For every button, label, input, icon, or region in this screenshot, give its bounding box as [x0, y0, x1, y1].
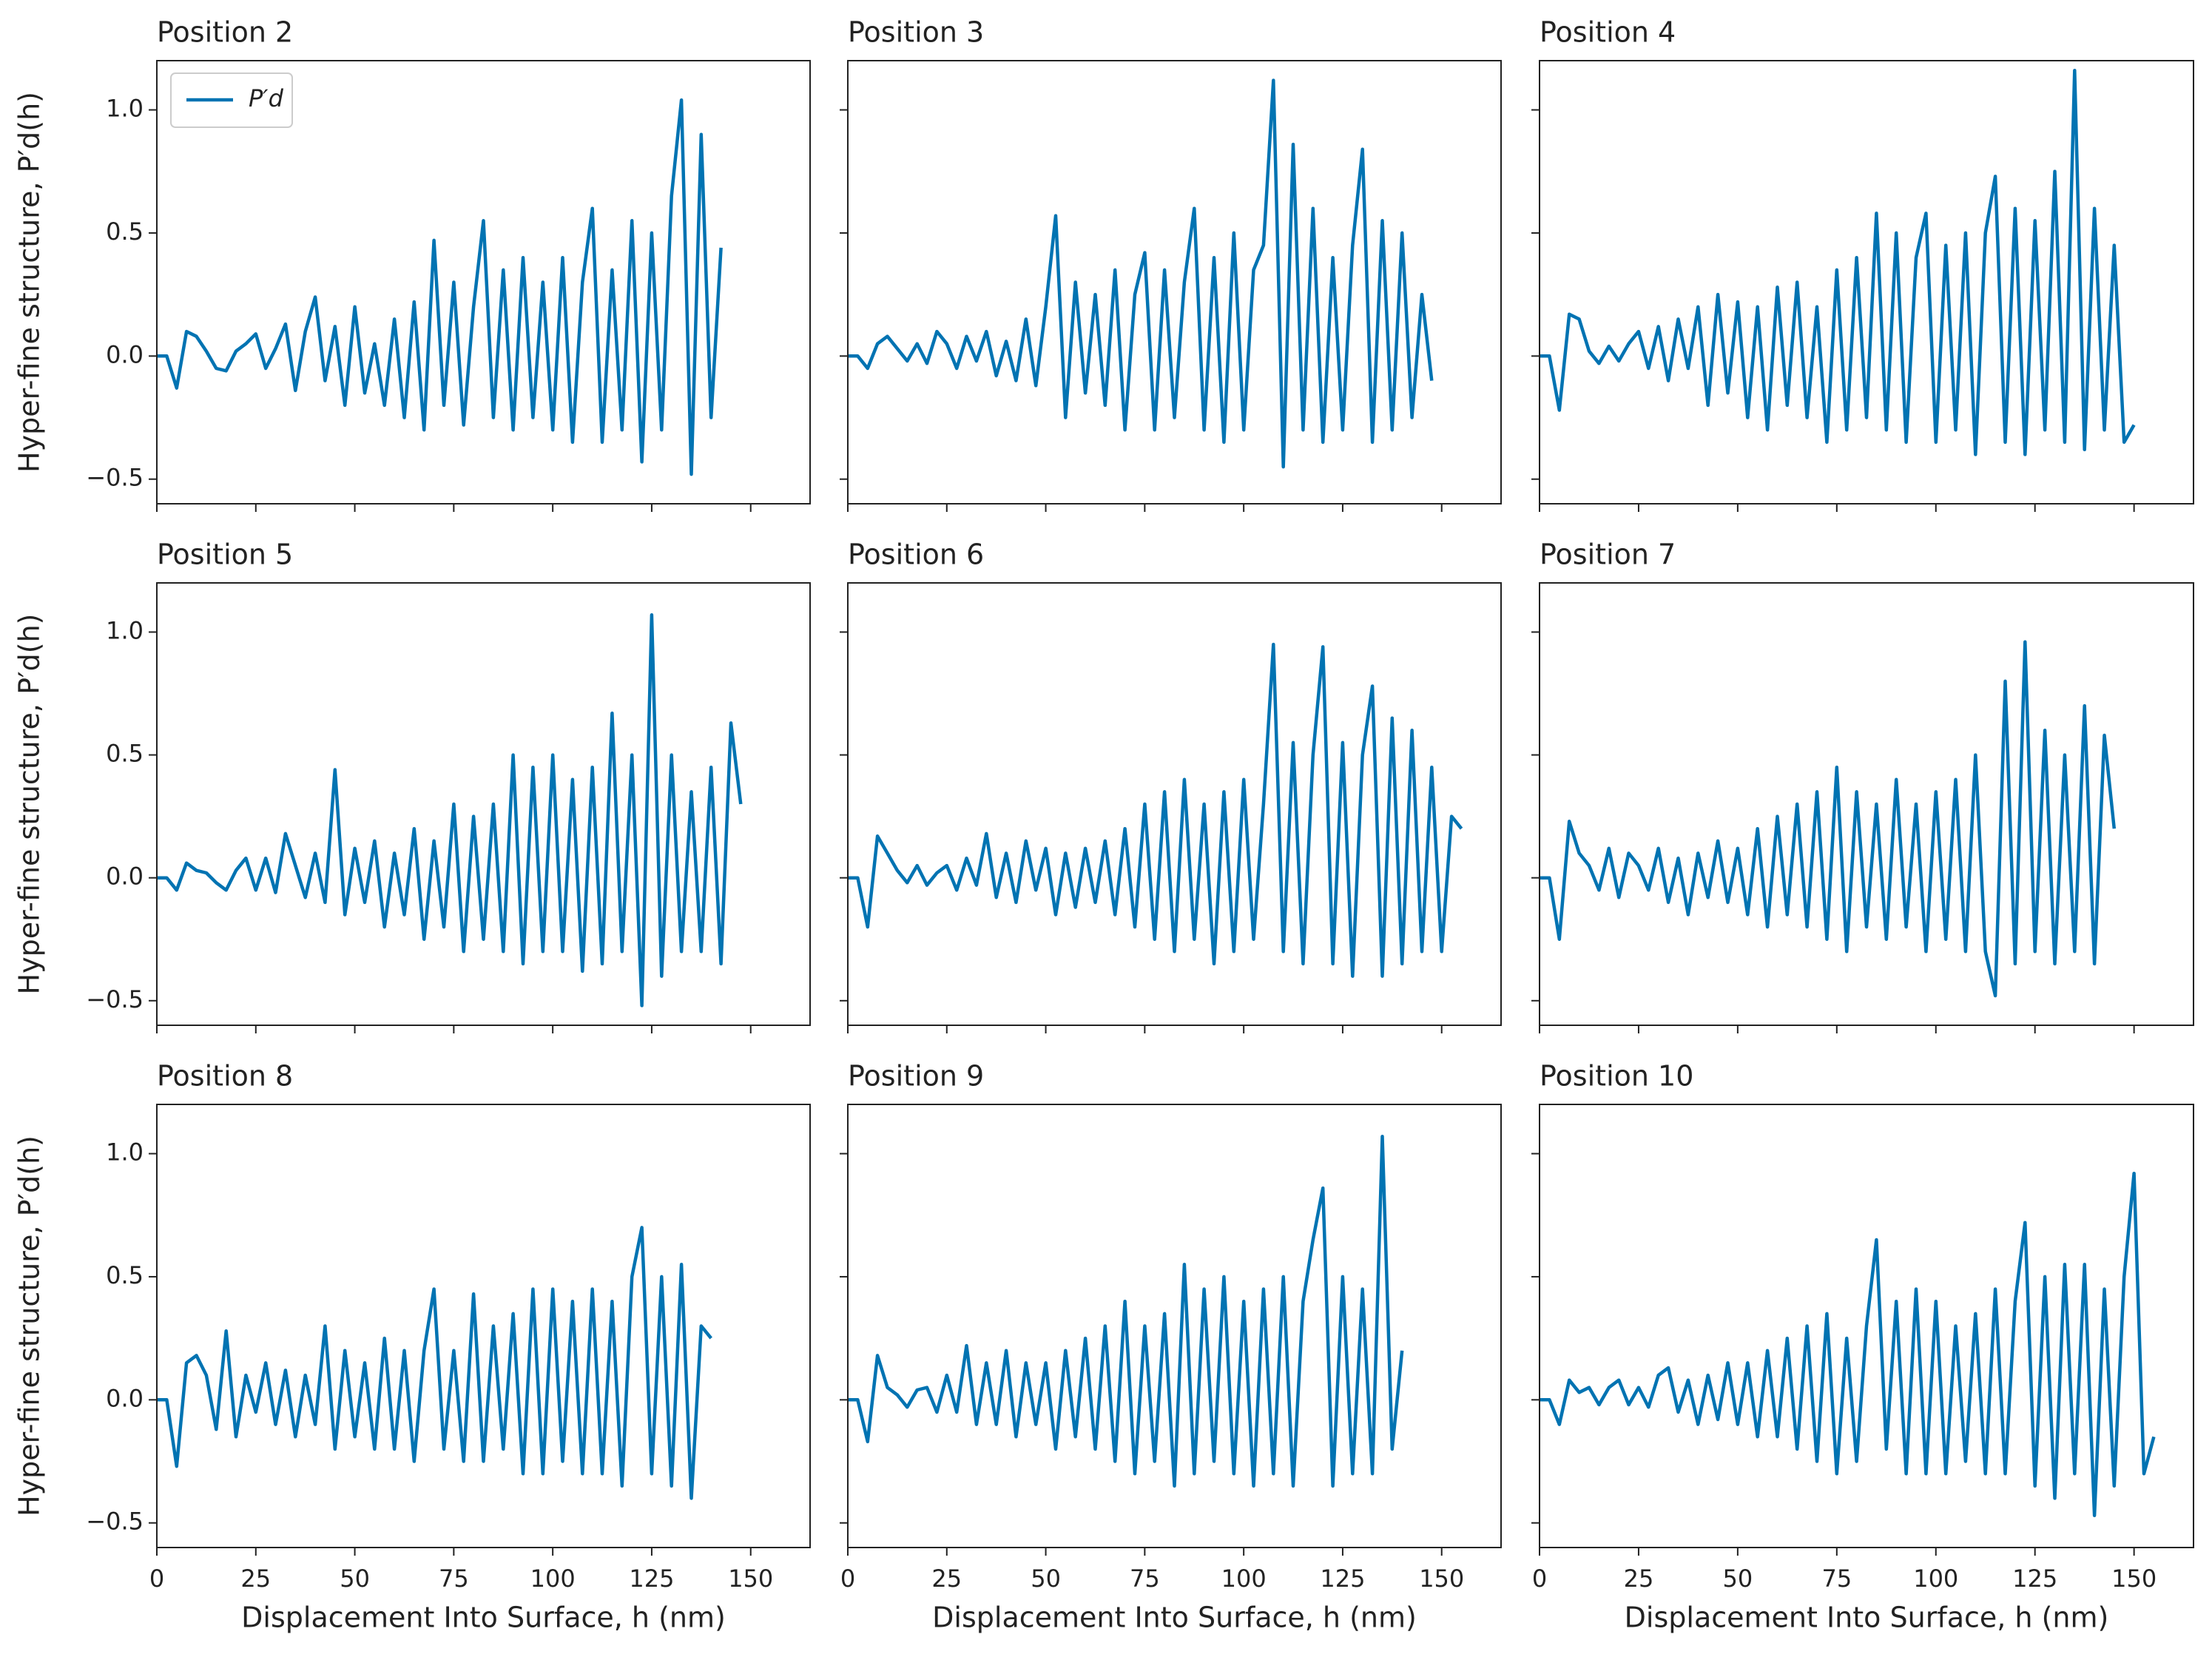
subplot: Position 4 [1531, 16, 2194, 512]
subplot: Position 8 0 25 50 75 100 125 150 −0.5 0.0 0.5 1.0 D… [13, 1060, 811, 1634]
data-line [157, 612, 743, 1008]
y-axis-label: Hyper-fine structure, P′d(h) [13, 92, 46, 473]
y-axis-label: Hyper-fine structure, P′d(h) [13, 614, 46, 995]
x-axis-label: Displacement Into Surface, h (nm) [932, 1602, 1417, 1634]
axes-frame [1539, 60, 2194, 504]
x-tick-label: 25 [240, 1565, 271, 1593]
y-tick-label: 0.0 [106, 863, 144, 891]
x-tick-label: 125 [629, 1565, 674, 1593]
subplot: Position 2 −0.5 0.0 0.5 1.0 Hyper-fine struct… [13, 16, 811, 512]
x-tick-label: 150 [2111, 1565, 2157, 1593]
axes-frame [156, 60, 811, 504]
data-line [848, 1135, 1404, 1488]
subplot-title: Position 6 [848, 539, 984, 571]
x-tick-label: 75 [1130, 1565, 1160, 1593]
x-tick-label: 100 [530, 1565, 576, 1593]
y-tick-label: 0.0 [106, 340, 144, 368]
y-tick-label: 0.0 [106, 1384, 144, 1412]
subplot-title: Position 9 [848, 1060, 984, 1093]
y-tick-label: 1.0 [106, 1138, 144, 1167]
axes-frame [1539, 1104, 2194, 1548]
legend-label: P′d [249, 84, 284, 112]
axes-frame [847, 582, 1502, 1026]
axes-frame [1539, 582, 2194, 1026]
y-tick-label: 0.5 [106, 217, 144, 246]
data-line [848, 78, 1434, 469]
y-tick-label: −0.5 [86, 464, 144, 492]
axes-frame [156, 582, 811, 1026]
y-tick-label: 0.5 [106, 740, 144, 768]
x-tick-label: 125 [1320, 1565, 1365, 1593]
data-line [157, 98, 723, 476]
axes-frame [847, 60, 1502, 504]
subplot-title: Position 8 [157, 1060, 293, 1093]
x-tick-label: 50 [1031, 1565, 1061, 1593]
x-tick-label: 0 [149, 1565, 164, 1593]
data-line [1540, 640, 2117, 998]
subplot-title: Position 5 [157, 539, 293, 571]
y-tick-label: −0.5 [86, 985, 144, 1013]
data-line [1540, 1171, 2156, 1517]
axes-frame [847, 1104, 1502, 1548]
x-tick-label: 100 [1913, 1565, 1958, 1593]
subplot-title: Position 7 [1540, 539, 1676, 571]
x-tick-label: 25 [1624, 1565, 1654, 1593]
subplot: Position 3 [840, 16, 1502, 512]
x-axis-label: Displacement Into Surface, h (nm) [241, 1602, 726, 1634]
x-tick-label: 25 [931, 1565, 962, 1593]
subplot: Position 7 [1531, 539, 2194, 1033]
y-tick-label: 0.5 [106, 1261, 144, 1289]
subplot: Position 10 0 25 50 75 100 125 150Displacement … [1531, 1060, 2194, 1634]
x-tick-label: 100 [1221, 1565, 1267, 1593]
x-tick-label: 75 [439, 1565, 469, 1593]
x-tick-label: 0 [1532, 1565, 1547, 1593]
y-axis-label: Hyper-fine structure, P′d(h) [13, 1135, 46, 1516]
x-tick-label: 125 [2012, 1565, 2057, 1593]
subplot-title: Position 3 [848, 16, 984, 49]
data-line [157, 1226, 712, 1500]
subplot-title: Position 10 [1540, 1060, 1693, 1093]
subplot-title: Position 2 [157, 16, 293, 49]
x-axis-label: Displacement Into Surface, h (nm) [1625, 1602, 2109, 1634]
data-line [848, 642, 1463, 978]
y-tick-label: 1.0 [106, 616, 144, 644]
y-tick-label: 1.0 [106, 95, 144, 123]
data-line [1540, 69, 2136, 456]
x-tick-label: 0 [840, 1565, 855, 1593]
x-tick-label: 50 [1723, 1565, 1753, 1593]
x-tick-label: 50 [340, 1565, 370, 1593]
x-tick-label: 150 [728, 1565, 773, 1593]
x-tick-label: 150 [1419, 1565, 1464, 1593]
subplot: Position 6 [840, 539, 1502, 1033]
y-tick-label: −0.5 [86, 1508, 144, 1536]
subplot-title: Position 4 [1540, 16, 1676, 49]
x-tick-label: 75 [1821, 1565, 1852, 1593]
axes-frame [156, 1104, 811, 1548]
subplot: Position 5 −0.5 0.0 0.5 1.0 Hyper-fine struct… [13, 539, 811, 1033]
